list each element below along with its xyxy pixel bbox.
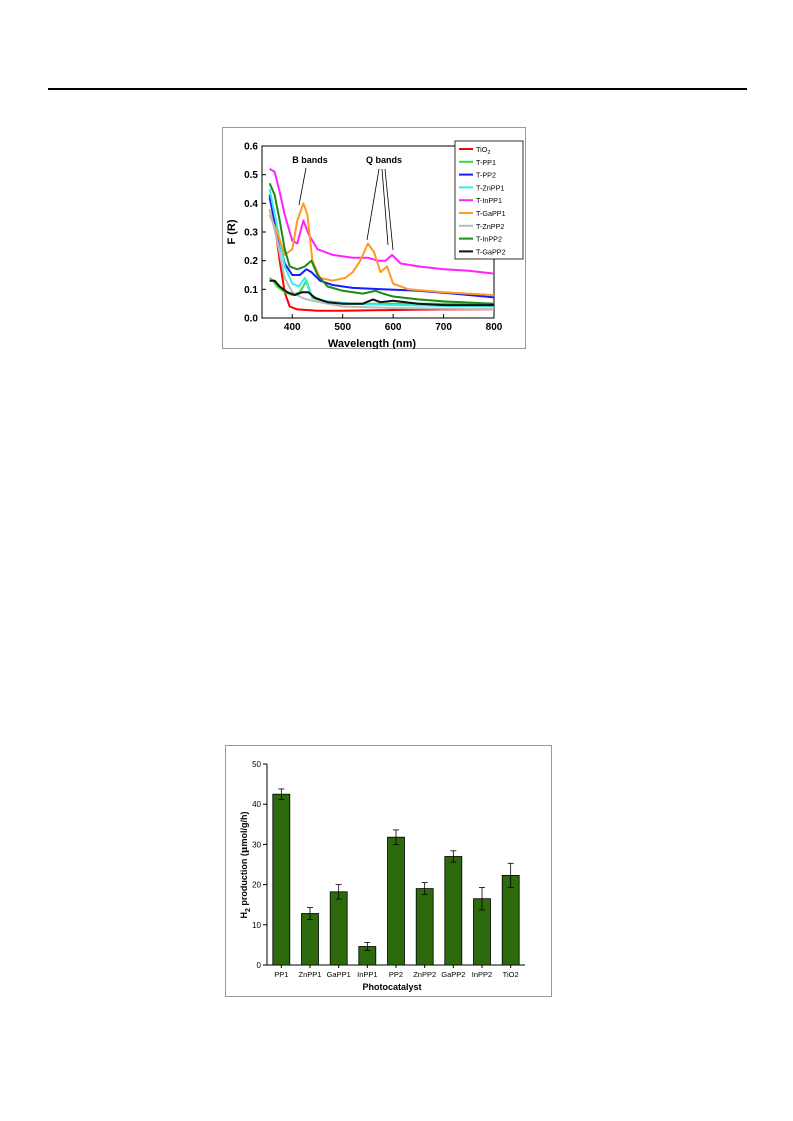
y-axis-label-unit: mol/g/h) <box>239 812 249 847</box>
legend-label-text: T-PP1 <box>476 158 496 167</box>
y-tick-label: 0 <box>257 961 262 970</box>
x-tick-label: TiO2 <box>503 970 519 979</box>
y-tick-label: 20 <box>252 881 261 890</box>
y-axis-label-text: production ( <box>239 853 249 908</box>
x-tick-label: 700 <box>435 322 452 333</box>
bar-gapp1 <box>329 891 348 966</box>
y-tick-label: 0.4 <box>244 199 258 210</box>
header-rule <box>48 88 747 90</box>
y-tick-label: 0.2 <box>244 256 258 267</box>
x-tick-label: ZnPP2 <box>413 970 436 979</box>
x-tick-label: 600 <box>385 322 402 333</box>
legend-label-text: T-PP2 <box>476 171 496 180</box>
legend-label: T-PP2 <box>476 171 496 180</box>
legend-label-text: T-GaPP2 <box>476 247 506 256</box>
series-line-t-znpp2 <box>268 208 495 311</box>
legend-label-text: T-GaPP1 <box>476 209 506 218</box>
x-tick-label: 800 <box>486 322 503 333</box>
bar-gapp2 <box>444 856 463 966</box>
bar-znpp1 <box>301 913 319 966</box>
x-tick-label: InPP2 <box>472 970 492 979</box>
series-line-t-inpp2 <box>268 182 495 305</box>
legend-label-text: TiO <box>476 145 488 154</box>
y-tick-label: 0.5 <box>244 170 258 181</box>
legend-label-text: T-ZnPP1 <box>476 183 504 192</box>
x-tick-label: ZnPP1 <box>299 970 322 979</box>
legend-label-text: T-ZnPP2 <box>476 222 504 231</box>
annotation-b-bands-pointer <box>298 167 307 206</box>
x-tick-label: GaPP1 <box>327 970 351 979</box>
y-tick-label: 50 <box>252 760 261 769</box>
bar-pp1 <box>272 793 291 966</box>
x-tick-label: PP1 <box>274 970 288 979</box>
annotation-q-bands-pointer-1 <box>366 168 380 241</box>
annotation-q-bands-pointer-2 <box>381 168 389 246</box>
legend-label: T-InPP2 <box>476 235 502 244</box>
x-tick-label: PP2 <box>389 970 403 979</box>
y-axis-label: F (R) <box>226 219 238 244</box>
bar-znpp2 <box>415 888 434 966</box>
annotation-q-bands-pointer-3 <box>384 168 394 251</box>
legend: TiO2 T-PP1 T-PP2 T-ZnPP1 T-InPP1 T-GaPP1 T-ZnP… <box>454 140 524 260</box>
legend-label: TiO2 <box>476 145 490 156</box>
series-line-t-inpp1 <box>269 168 495 275</box>
legend-label: T-GaPP1 <box>476 209 506 218</box>
x-axis-label: Wavelength (nm) <box>328 338 417 349</box>
y-tick-label: 0.3 <box>244 228 258 239</box>
x-tick-label: 500 <box>334 322 351 333</box>
x-tick-label: 400 <box>284 322 301 333</box>
y-axis-label-mu: μ <box>240 846 250 853</box>
y-tick-label: 0.1 <box>244 285 258 296</box>
y-tick-label: 30 <box>252 840 261 849</box>
legend-label: T-ZnPP1 <box>476 183 504 192</box>
bar-pp2 <box>387 836 405 966</box>
y-axis-label-sub: 2 <box>245 908 252 912</box>
legend-label: T-ZnPP2 <box>476 222 504 231</box>
y-tick-label: 0.6 <box>244 142 258 153</box>
y-tick-label: 10 <box>252 921 261 930</box>
x-tick-label: InPP1 <box>357 970 377 979</box>
legend-label: T-InPP1 <box>476 196 502 205</box>
x-axis-label: Photocatalyst <box>362 982 421 992</box>
y-axis-label-h: H <box>239 912 249 919</box>
legend-label-text: T-InPP2 <box>476 235 502 244</box>
annotation-b-bands: B bands <box>292 155 328 165</box>
y-axis-label: H2 production (μmol/g/h) <box>239 812 252 919</box>
legend-label: T-GaPP2 <box>476 247 506 256</box>
legend-label: T-PP1 <box>476 158 496 167</box>
reflectance-spectra-chart: 400 500 600 700 800 0.0 0.1 0.2 0.3 0.4 0.5 0.6 Wa… <box>222 127 526 349</box>
y-tick-label: 40 <box>252 800 261 809</box>
annotation-q-bands: Q bands <box>366 155 402 165</box>
legend-label-sub: 2 <box>487 150 490 156</box>
series-line-t-gapp2 <box>269 279 494 307</box>
bar-tio2 <box>501 874 520 966</box>
series-line-t-znpp1 <box>268 188 495 308</box>
y-tick-label: 0.0 <box>244 314 258 325</box>
series-line-t-gapp1 <box>268 202 495 297</box>
x-tick-label: GaPP2 <box>441 970 465 979</box>
h2-production-chart: 0 10 20 30 40 50 PP1 ZnPP1 GaPP1 InPP1 PP2 ZnPP2 Ga… <box>225 745 552 997</box>
legend-label-text: T-InPP1 <box>476 196 502 205</box>
